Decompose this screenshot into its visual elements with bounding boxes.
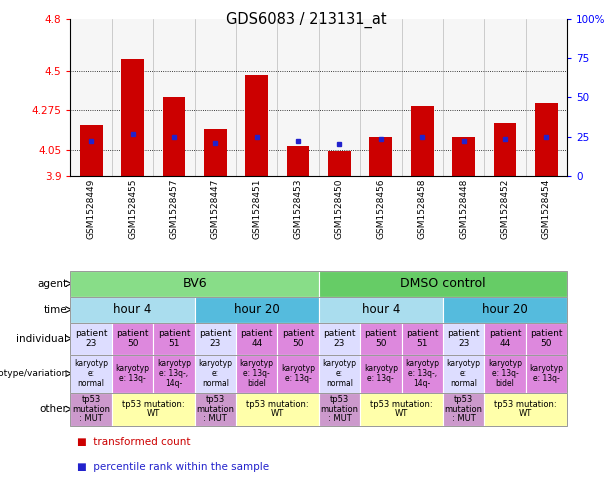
Bar: [236, 19, 277, 176]
Bar: [204, 128, 227, 176]
Bar: [452, 137, 475, 176]
Bar: [535, 103, 558, 176]
Text: other: other: [40, 404, 67, 414]
Text: patient
44: patient 44: [240, 329, 273, 348]
Text: karyotyp
e:
normal: karyotyp e: normal: [74, 359, 108, 388]
Text: hour 4: hour 4: [362, 303, 400, 316]
Text: GDS6083 / 213131_at: GDS6083 / 213131_at: [226, 12, 387, 28]
Text: patient
23: patient 23: [199, 329, 232, 348]
Text: tp53
mutation
: MUT: tp53 mutation : MUT: [444, 395, 482, 423]
Text: karyotyp
e: 13q-: karyotyp e: 13q-: [364, 364, 398, 383]
Bar: [121, 59, 144, 176]
Text: hour 20: hour 20: [234, 303, 280, 316]
Bar: [443, 19, 484, 176]
Text: patient
23: patient 23: [75, 329, 107, 348]
Text: karyotyp
e:
normal: karyotyp e: normal: [199, 359, 232, 388]
Bar: [153, 19, 195, 176]
Text: patient
50: patient 50: [365, 329, 397, 348]
Text: karyotyp
e: 13q-: karyotyp e: 13q-: [530, 364, 563, 383]
Bar: [80, 125, 102, 176]
Bar: [484, 19, 526, 176]
Bar: [370, 137, 392, 176]
Text: BV6: BV6: [182, 277, 207, 290]
Text: DMSO control: DMSO control: [400, 277, 485, 290]
Text: patient
44: patient 44: [489, 329, 521, 348]
Bar: [112, 19, 153, 176]
Text: agent: agent: [37, 279, 67, 288]
Text: karyotyp
e:
normal: karyotyp e: normal: [447, 359, 481, 388]
Text: karyotyp
e: 13q-
bidel: karyotyp e: 13q- bidel: [240, 359, 273, 388]
Text: tp53 mutation:
WT: tp53 mutation: WT: [122, 400, 185, 418]
Bar: [245, 75, 268, 176]
Text: tp53
mutation
: MUT: tp53 mutation : MUT: [321, 395, 359, 423]
Text: karyotyp
e:
normal: karyotyp e: normal: [322, 359, 356, 388]
Bar: [277, 19, 319, 176]
Bar: [402, 19, 443, 176]
Text: individual: individual: [17, 334, 67, 343]
Bar: [195, 19, 236, 176]
Text: patient
23: patient 23: [447, 329, 480, 348]
Text: hour 4: hour 4: [113, 303, 152, 316]
Text: patient
50: patient 50: [282, 329, 314, 348]
Text: patient
50: patient 50: [116, 329, 149, 348]
Text: tp53
mutation
: MUT: tp53 mutation : MUT: [196, 395, 234, 423]
Text: hour 20: hour 20: [482, 303, 528, 316]
Text: patient
50: patient 50: [530, 329, 563, 348]
Bar: [319, 19, 360, 176]
Text: time: time: [44, 305, 67, 314]
Text: karyotyp
e: 13q-: karyotyp e: 13q-: [281, 364, 315, 383]
Text: genotype/variation: genotype/variation: [0, 369, 67, 378]
Text: patient
51: patient 51: [158, 329, 190, 348]
Text: ■  percentile rank within the sample: ■ percentile rank within the sample: [77, 462, 268, 472]
Bar: [526, 19, 567, 176]
Bar: [328, 151, 351, 176]
Text: karyotyp
e: 13q-
bidel: karyotyp e: 13q- bidel: [488, 359, 522, 388]
Text: karyotyp
e: 13q-,
14q-: karyotyp e: 13q-, 14q-: [157, 359, 191, 388]
Text: tp53
mutation
: MUT: tp53 mutation : MUT: [72, 395, 110, 423]
Text: karyotyp
e: 13q-: karyotyp e: 13q-: [116, 364, 150, 383]
Text: ■  transformed count: ■ transformed count: [77, 437, 190, 447]
Text: tp53 mutation:
WT: tp53 mutation: WT: [370, 400, 433, 418]
Bar: [493, 124, 516, 176]
Bar: [411, 106, 433, 176]
Bar: [287, 146, 310, 176]
Text: tp53 mutation:
WT: tp53 mutation: WT: [494, 400, 557, 418]
Text: karyotyp
e: 13q-,
14q-: karyotyp e: 13q-, 14q-: [405, 359, 439, 388]
Bar: [360, 19, 402, 176]
Text: patient
23: patient 23: [323, 329, 356, 348]
Text: tp53 mutation:
WT: tp53 mutation: WT: [246, 400, 309, 418]
Bar: [162, 98, 185, 176]
Text: patient
51: patient 51: [406, 329, 438, 348]
Bar: [70, 19, 112, 176]
